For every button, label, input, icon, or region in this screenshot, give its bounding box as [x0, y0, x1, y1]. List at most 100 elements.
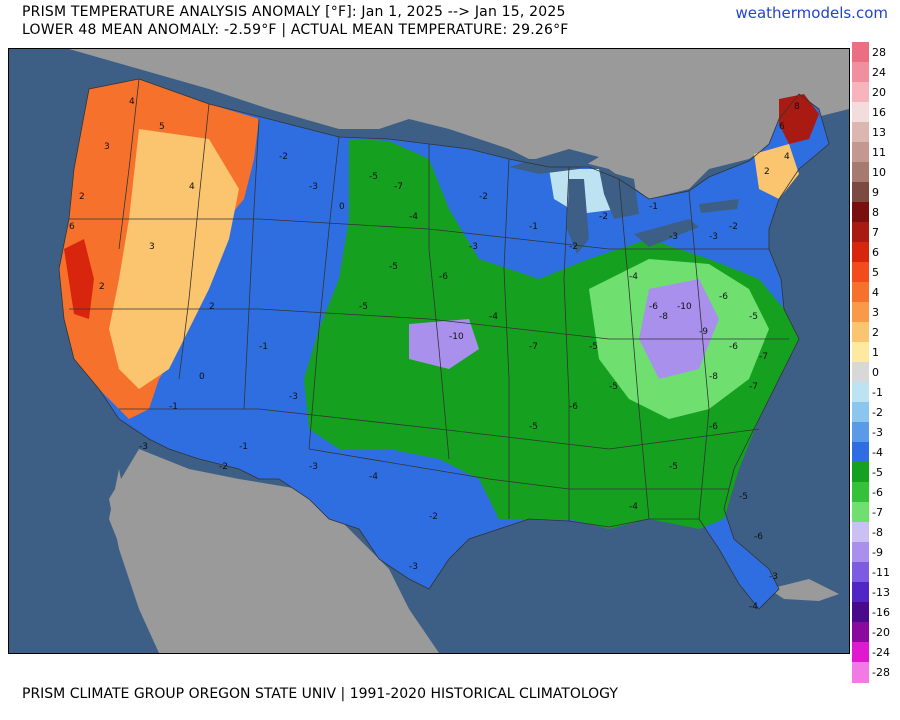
anomaly-value-label: -5	[389, 262, 398, 272]
anomaly-value-label: -3	[669, 232, 678, 242]
legend-swatch	[852, 222, 869, 243]
legend-entry: 13	[852, 122, 900, 143]
legend-label: -1	[872, 386, 883, 399]
legend-label: -28	[872, 666, 890, 679]
legend-swatch	[852, 422, 869, 443]
anomaly-value-label: -4	[629, 502, 638, 512]
anomaly-value-label: -6	[754, 532, 763, 542]
anomaly-value-label: -6	[729, 342, 738, 352]
anomaly-value-label: -2	[219, 462, 228, 472]
legend-swatch	[852, 282, 869, 303]
anomaly-value-label: -6	[719, 292, 728, 302]
anomaly-value-label: -5	[369, 172, 378, 182]
legend-swatch	[852, 642, 869, 663]
anomaly-value-label: -2	[569, 242, 578, 252]
legend-entry: -13	[852, 582, 900, 603]
anomaly-value-label: 2	[79, 192, 85, 202]
legend-label: -16	[872, 606, 890, 619]
legend-swatch	[852, 162, 869, 183]
legend-label: 7	[872, 226, 879, 239]
anomaly-value-label: -2	[599, 212, 608, 222]
legend-label: -6	[872, 486, 883, 499]
legend-swatch	[852, 342, 869, 363]
canada-land	[69, 49, 849, 199]
anomaly-value-label: -6	[649, 302, 658, 312]
legend-swatch	[852, 662, 869, 683]
legend-swatch	[852, 202, 869, 223]
anomaly-value-label: -3	[709, 232, 718, 242]
anomaly-value-label: -3	[139, 442, 148, 452]
lake-ontario	[699, 199, 739, 213]
legend-label: 1	[872, 346, 879, 359]
legend-label: 13	[872, 126, 886, 139]
legend-swatch	[852, 262, 869, 283]
anomaly-value-label: -2	[479, 192, 488, 202]
anomaly-value-label: 5	[159, 122, 165, 132]
legend-label: -7	[872, 506, 883, 519]
anomaly-value-label: 3	[104, 142, 110, 152]
legend-swatch	[852, 382, 869, 403]
sierra-hot-region	[64, 239, 94, 319]
legend-swatch	[852, 522, 869, 543]
anomaly-value-label: -3	[309, 462, 318, 472]
legend-entry: 7	[852, 222, 900, 243]
legend-label: 24	[872, 66, 886, 79]
anomaly-value-label: -4	[409, 212, 418, 222]
legend-entry: -6	[852, 482, 900, 503]
legend-swatch	[852, 362, 869, 383]
anomaly-value-label: -1	[169, 402, 178, 412]
legend-entry: -4	[852, 442, 900, 463]
lake-superior	[509, 149, 599, 174]
anomaly-value-label: -2	[279, 152, 288, 162]
legend-swatch	[852, 142, 869, 163]
legend-swatch	[852, 242, 869, 263]
legend-swatch	[852, 62, 869, 83]
legend-label: 20	[872, 86, 886, 99]
legend-label: 4	[872, 286, 879, 299]
anomaly-value-label: -7	[749, 382, 758, 392]
west-mild-region	[109, 129, 239, 389]
lake-michigan	[567, 179, 589, 254]
anomaly-value-label: 6	[779, 122, 785, 132]
legend-label: -5	[872, 466, 883, 479]
legend-label: 28	[872, 46, 886, 59]
anomaly-value-label: 2	[209, 302, 215, 312]
anomaly-value-label: 3	[149, 242, 155, 252]
legend-label: -20	[872, 626, 890, 639]
legend-entry: -2	[852, 402, 900, 423]
state-boundaries	[58, 78, 830, 610]
legend-swatch	[852, 462, 869, 483]
anomaly-value-label: -7	[529, 342, 538, 352]
legend-swatch	[852, 622, 869, 643]
legend-entry: 11	[852, 142, 900, 163]
baja-land	[109, 469, 159, 609]
legend-entry: -3	[852, 422, 900, 443]
map-title: PRISM TEMPERATURE ANALYSIS ANOMALY [°F]:…	[22, 4, 566, 20]
legend-swatch	[852, 582, 869, 603]
anomaly-value-label: -3	[409, 562, 418, 572]
legend-swatch	[852, 102, 869, 123]
legend-label: 0	[872, 366, 879, 379]
anomaly-value-label: 2	[99, 282, 105, 292]
anomaly-value-label: -3	[289, 392, 298, 402]
legend-label: 6	[872, 246, 879, 259]
footer-credit: PRISM CLIMATE GROUP OREGON STATE UNIV | …	[22, 686, 618, 702]
legend-label: -8	[872, 526, 883, 539]
legend-label: -24	[872, 646, 890, 659]
anomaly-value-label: -5	[609, 382, 618, 392]
legend-label: -13	[872, 586, 890, 599]
mexico-land	[109, 449, 439, 653]
map-subtitle: LOWER 48 MEAN ANOMALY: -2.59°F | ACTUAL …	[22, 22, 569, 38]
anomaly-value-label: -5	[749, 312, 758, 322]
legend-entry: -16	[852, 602, 900, 623]
legend-entry: 28	[852, 42, 900, 63]
legend-swatch	[852, 542, 869, 563]
brand-link[interactable]: weathermodels.com	[735, 4, 888, 22]
anomaly-value-label: -5	[669, 462, 678, 472]
lake-huron	[599, 169, 639, 219]
legend-entry: 1	[852, 342, 900, 363]
legend-entry: -20	[852, 622, 900, 643]
legend-swatch	[852, 602, 869, 623]
anomaly-value-label: 4	[189, 182, 195, 192]
legend-entry: -1	[852, 382, 900, 403]
